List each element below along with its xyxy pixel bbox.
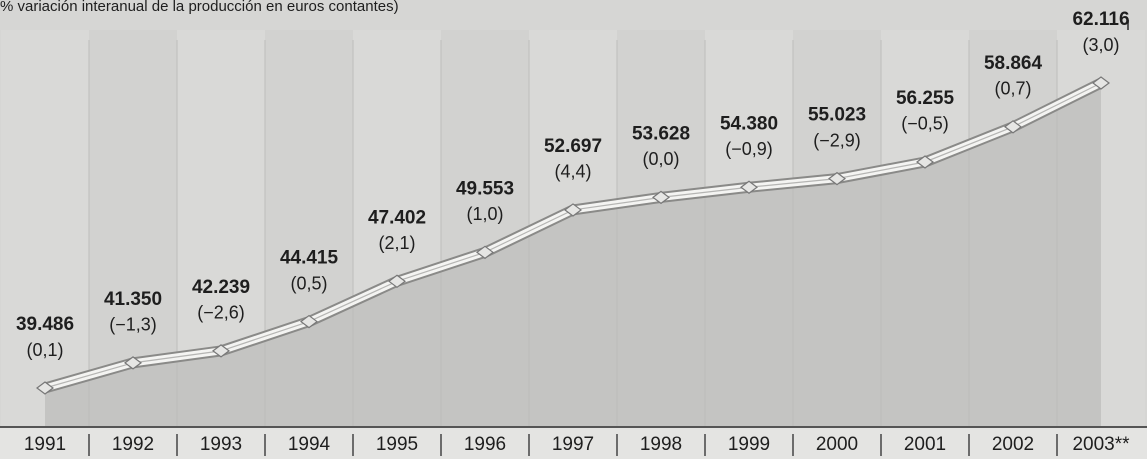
variation-label: (0,1) (26, 340, 63, 360)
x-tick-label: 1993 (200, 434, 242, 455)
variation-label: (3,0) (1082, 35, 1119, 55)
variation-label: (0,7) (994, 79, 1031, 99)
value-label: 39.486 (16, 314, 74, 335)
value-label: 62.116 (1072, 9, 1129, 30)
x-tick-label: 1992 (112, 434, 154, 455)
variation-label: (−0,9) (725, 139, 773, 159)
variation-label: (0,0) (642, 149, 679, 169)
column-stripe (1, 30, 89, 426)
x-tick-label: 2003** (1072, 434, 1130, 455)
value-label: 52.697 (544, 136, 602, 157)
chart: % variación interanual de la producción … (0, 0, 1147, 459)
x-tick-label: 1999 (728, 434, 770, 455)
variation-label: (1,0) (466, 204, 503, 224)
x-tick-label: 1994 (288, 434, 331, 455)
value-label: 55.023 (808, 105, 866, 126)
value-label: 54.380 (720, 113, 778, 134)
variation-label: (0,5) (290, 273, 327, 293)
value-label: 58.864 (984, 53, 1043, 74)
variation-label: (−2,6) (197, 303, 245, 323)
x-tick-label: 1998 (640, 434, 682, 455)
value-label: 47.402 (368, 207, 426, 228)
value-label: 41.350 (104, 289, 162, 310)
variation-label: (−0,5) (901, 114, 949, 134)
x-tick-label: 1997 (552, 434, 594, 455)
variation-label: (−1,3) (109, 315, 157, 335)
x-tick-label: 1995 (376, 434, 418, 455)
variation-label: (−2,9) (813, 130, 861, 150)
value-label: 44.415 (280, 248, 339, 269)
chart-title: % variación interanual de la producción … (0, 0, 399, 15)
value-label: 49.553 (456, 178, 514, 199)
value-label: 56.255 (896, 88, 955, 109)
x-tick-label: 2000 (816, 434, 858, 455)
value-label: 53.628 (632, 123, 690, 144)
variation-label: (4,4) (554, 162, 591, 182)
variation-label: (2,1) (378, 233, 415, 253)
x-tick-label: 1996 (464, 434, 506, 455)
x-tick-label: 1991 (24, 434, 66, 455)
x-tick-label: 2001 (904, 434, 946, 455)
value-label: 42.239 (192, 277, 250, 298)
x-tick-label: 2002 (992, 434, 1034, 455)
